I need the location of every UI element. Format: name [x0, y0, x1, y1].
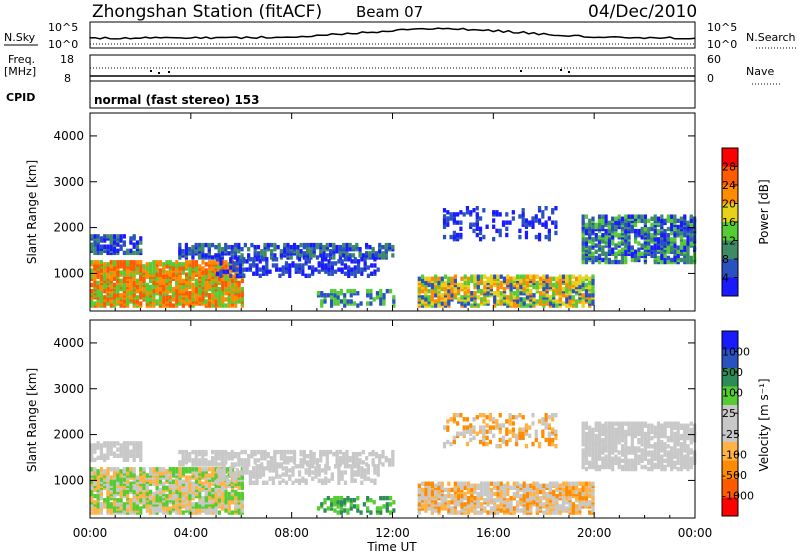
- velocity-colorbar-tick-label: -1000: [722, 489, 754, 502]
- freq-unit-label: [MHz]: [4, 65, 36, 78]
- velocity-panel: 1000 2000 3000 4000 Slant Range [km] 1000 50…: [25, 319, 771, 519]
- power-range-tick-label: 1000: [53, 266, 84, 280]
- cpid-text: normal (fast stereo) 153: [94, 93, 260, 107]
- time-axis: 00:00 04:00 08:00 12:00 16:00 20:00 00:00: [73, 113, 713, 540]
- velocity-colorbar-tick-label: -100: [722, 448, 747, 461]
- power-colorbar-tick-label: 12: [722, 235, 736, 248]
- power-ylabel: Slant Range [km]: [25, 160, 39, 264]
- freq-tick-bottom: 8: [64, 72, 71, 85]
- frequency-panel: Freq. [MHz] 18 8 60 0 Nave: [4, 53, 780, 85]
- power-colorbar-tick-label: 8: [722, 253, 729, 266]
- power-colorbar-tick-label: 28: [722, 161, 736, 174]
- time-tick-label: 00:00: [678, 526, 713, 540]
- velocity-range-tick-label: 1000: [53, 473, 84, 487]
- noise-panel: N.Sky 10^5 10^0 10^5 10^0 N.Search: [4, 21, 798, 51]
- time-tick-label: 20:00: [577, 526, 612, 540]
- noise-right-tick-top: 10^5: [707, 21, 737, 34]
- nave-tick-bottom: 0: [707, 72, 714, 85]
- velocity-range-tick-label: 3000: [53, 382, 84, 396]
- velocity-colorbar-tick-label: 25: [722, 407, 736, 420]
- power-panel: 1000 2000 3000 4000 Slant Range [km] 4 8 12 16…: [25, 112, 771, 312]
- power-range-tick-label: 3000: [53, 175, 84, 189]
- freq-label: Freq.: [8, 53, 35, 66]
- noise-left-tick-top: 10^5: [48, 21, 78, 34]
- freq-tick-top: 18: [60, 53, 74, 66]
- velocity-colorbar-label: Velocity [m s⁻¹]: [757, 378, 771, 471]
- cpid-label: CPID: [6, 91, 35, 104]
- station-title: Zhongshan Station (fitACF): [92, 2, 322, 22]
- velocity-colorbar-tick-label: -25: [722, 428, 740, 441]
- nsky-label: N.Sky: [4, 31, 36, 44]
- velocity-colorbar-tick-label: 1000: [722, 346, 750, 359]
- noise-right-tick-bottom: 10^0: [707, 38, 737, 51]
- date-label: 04/Dec/2010: [588, 2, 697, 22]
- cpid-panel: CPID normal (fast stereo) 153: [6, 80, 696, 109]
- power-colorbar-label: Power [dB]: [757, 179, 771, 244]
- power-colorbar-tick-label: 20: [722, 198, 736, 211]
- time-tick-label: 08:00: [274, 526, 309, 540]
- nave-tick-top: 60: [707, 53, 721, 66]
- velocity-range-tick-label: 2000: [53, 428, 84, 442]
- power-colorbar-tick-label: 24: [722, 179, 736, 192]
- noise-left-tick-bottom: 10^0: [48, 38, 78, 51]
- time-tick-label: 04:00: [174, 526, 209, 540]
- velocity-colorbar-tick-label: 100: [722, 387, 743, 400]
- power-colorbar-tick-label: 16: [722, 216, 736, 229]
- velocity-colorbar-tick-label: -500: [722, 469, 747, 482]
- power-colorbar-tick-label: 4: [722, 272, 729, 285]
- velocity-colorbar-tick-label: 500: [722, 366, 743, 379]
- time-tick-label: 00:00: [73, 526, 108, 540]
- time-tick-label: 12:00: [375, 526, 410, 540]
- nave-label: Nave: [746, 65, 774, 78]
- velocity-range-tick-label: 4000: [53, 336, 84, 350]
- nsearch-label: N.Search: [746, 31, 796, 44]
- time-axis-label: Time UT: [366, 540, 417, 554]
- power-range-tick-label: 4000: [53, 129, 84, 143]
- beam-label: Beam 07: [356, 3, 423, 21]
- time-tick-label: 16:00: [476, 526, 511, 540]
- power-range-tick-label: 2000: [53, 221, 84, 235]
- velocity-ylabel: Slant Range [km]: [25, 368, 39, 472]
